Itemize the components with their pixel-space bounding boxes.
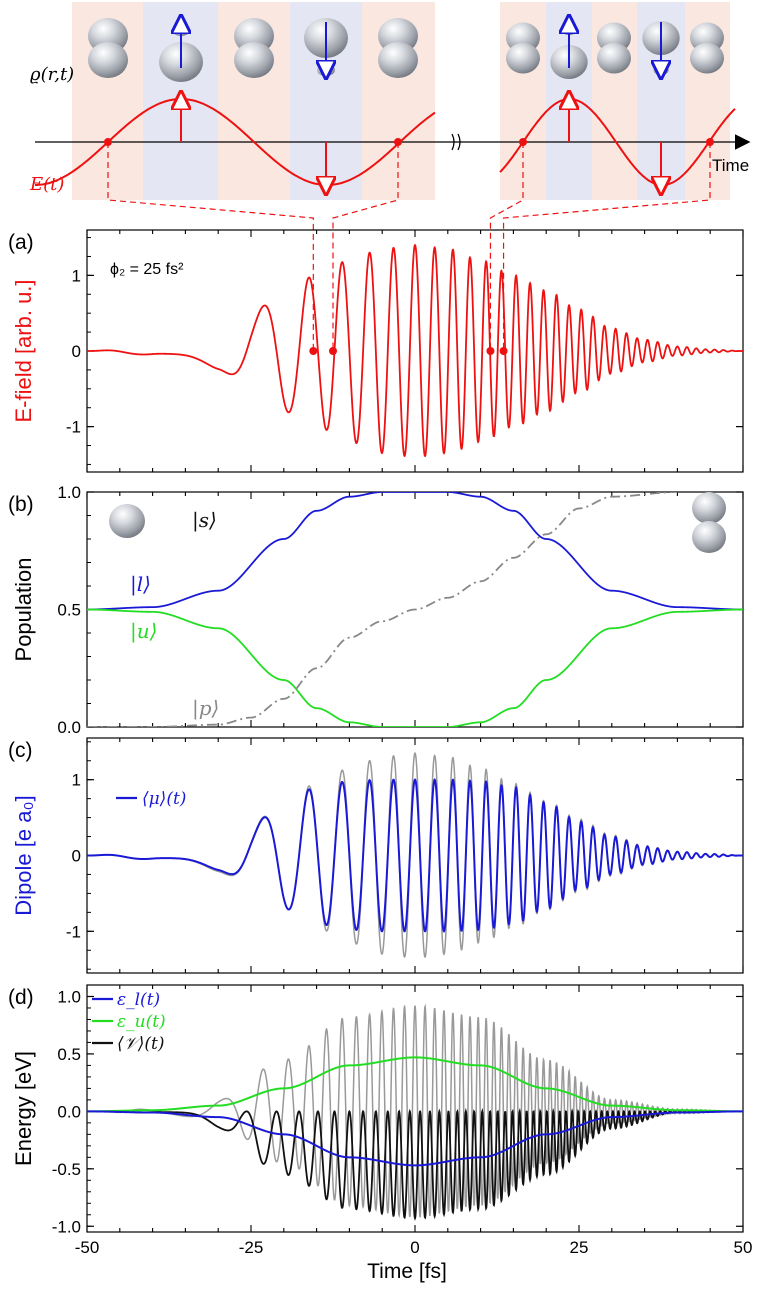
y-tick-label: 1.0 <box>57 483 81 502</box>
x-tick-label: -50 <box>75 1238 100 1257</box>
series-eps-l <box>87 1110 743 1167</box>
y-tick-label: 0.0 <box>57 718 81 737</box>
time-label: Time <box>712 156 749 175</box>
x-axis-label: Time [fs] <box>367 1260 447 1283</box>
panel-label: (b) <box>8 493 34 516</box>
y-tick-label: 1 <box>72 266 81 285</box>
inset-schematic: ϱ(r,t) E(t) Time <box>29 2 751 200</box>
series-label: |u⟩ <box>130 619 157 644</box>
axis-break-icon <box>451 133 461 151</box>
y-tick-label: 0.0 <box>57 1102 81 1121</box>
series-v <box>87 1107 743 1221</box>
legend-label: ε_l(t) <box>117 990 160 1010</box>
y-axis-label: Population <box>11 558 36 662</box>
y-tick-label: 0.5 <box>57 601 81 620</box>
plot-area <box>87 243 743 458</box>
zero-crossing-marker <box>329 347 337 355</box>
chirp-annotation: ϕ₂ = 25 fs² <box>110 261 184 278</box>
series-p <box>87 492 678 727</box>
orbital-density-icon <box>234 18 274 78</box>
plot-area <box>87 1003 743 1221</box>
panel-a: 1 0 -1 (a) E-field [arb. u.] ϕ₂ = 25 fs² <box>8 229 744 473</box>
y-tick-labels: 1.0 0.5 0.0 -0.5 -1.0 <box>52 984 743 1236</box>
y-tick-label: -1 <box>66 922 81 941</box>
x-tick-label: 0 <box>410 1238 419 1257</box>
series-e-field <box>87 243 743 458</box>
connector-line <box>489 142 524 351</box>
series-label: |s⟩ <box>192 508 217 533</box>
orbital-density-icon <box>506 22 540 74</box>
y-tick-label: 0.5 <box>57 1045 81 1064</box>
y-tick-label: -1 <box>66 418 81 437</box>
y-axis-label: Energy [eV] <box>11 1051 36 1166</box>
plot-area <box>87 751 743 958</box>
y-tick-label: 1 <box>72 771 81 790</box>
panel-label: (c) <box>8 739 33 762</box>
y-tick-label: -1.0 <box>52 1217 81 1236</box>
series-u <box>87 608 743 727</box>
panel-c: 1 0 -1 (c) Dipole [e a₀] ⟨μ⟩(t) <box>8 737 744 974</box>
zero-crossing-marker <box>499 347 508 355</box>
y-tick-label: -0.5 <box>52 1160 81 1179</box>
density-label: ϱ(r,t) <box>30 64 74 85</box>
connector-line <box>107 142 314 351</box>
series-label: |p⟩ <box>192 696 219 721</box>
inset-field-wave-left <box>35 98 436 186</box>
legend-label: ⟨𝒱⟩(t) <box>117 1034 165 1054</box>
plot-area <box>87 492 743 727</box>
panel-label: (d) <box>8 986 34 1009</box>
y-tick-label: 0 <box>72 342 81 361</box>
orbital-density-icon <box>378 18 418 78</box>
series-eps-u <box>87 1056 743 1113</box>
panel-label: (a) <box>8 231 34 254</box>
series-label: |l⟩ <box>130 572 151 597</box>
series-dipole <box>87 778 743 933</box>
x-tick-label: 50 <box>734 1238 753 1257</box>
zero-crossing-marker <box>486 347 495 355</box>
legend-label: ε_u(t) <box>117 1012 166 1032</box>
connector-line <box>332 142 399 351</box>
panel-d: 1.0 0.5 0.0 -0.5 -1.0 -50 -25 0 25 50 Time [fs] (d)… <box>8 984 753 1283</box>
y-axis-label: E-field [arb. u.] <box>11 279 36 422</box>
y-tick-labels: 1.0 0.5 0.0 <box>57 483 743 737</box>
legend-label: ⟨μ⟩(t) <box>142 789 186 809</box>
series-l <box>87 492 743 611</box>
s-orbital-icon <box>109 504 145 538</box>
field-label: E(t) <box>29 174 64 195</box>
y-tick-label: 0 <box>72 847 81 866</box>
x-tick-label: -25 <box>239 1238 264 1257</box>
y-tick-label: 1.0 <box>57 987 81 1006</box>
orbital-density-icon <box>88 18 128 78</box>
inset-field-wave-right <box>499 98 736 186</box>
orbital-density-icon <box>597 22 631 74</box>
y-tick-labels: 1 0 -1 <box>66 741 743 970</box>
y-tick-labels: 1 0 -1 <box>66 237 743 465</box>
y-axis-label: Dipole [e a₀] <box>11 795 36 915</box>
x-tick-label: 25 <box>570 1238 589 1257</box>
panel-b: 1.0 0.5 0.0 (b) Population |l⟩ |u⟩ |s⟩ |p⟩ <box>8 483 744 737</box>
p-orbital-icon <box>692 492 726 553</box>
zero-crossing-marker <box>309 347 318 355</box>
orbital-density-icon <box>690 22 724 74</box>
